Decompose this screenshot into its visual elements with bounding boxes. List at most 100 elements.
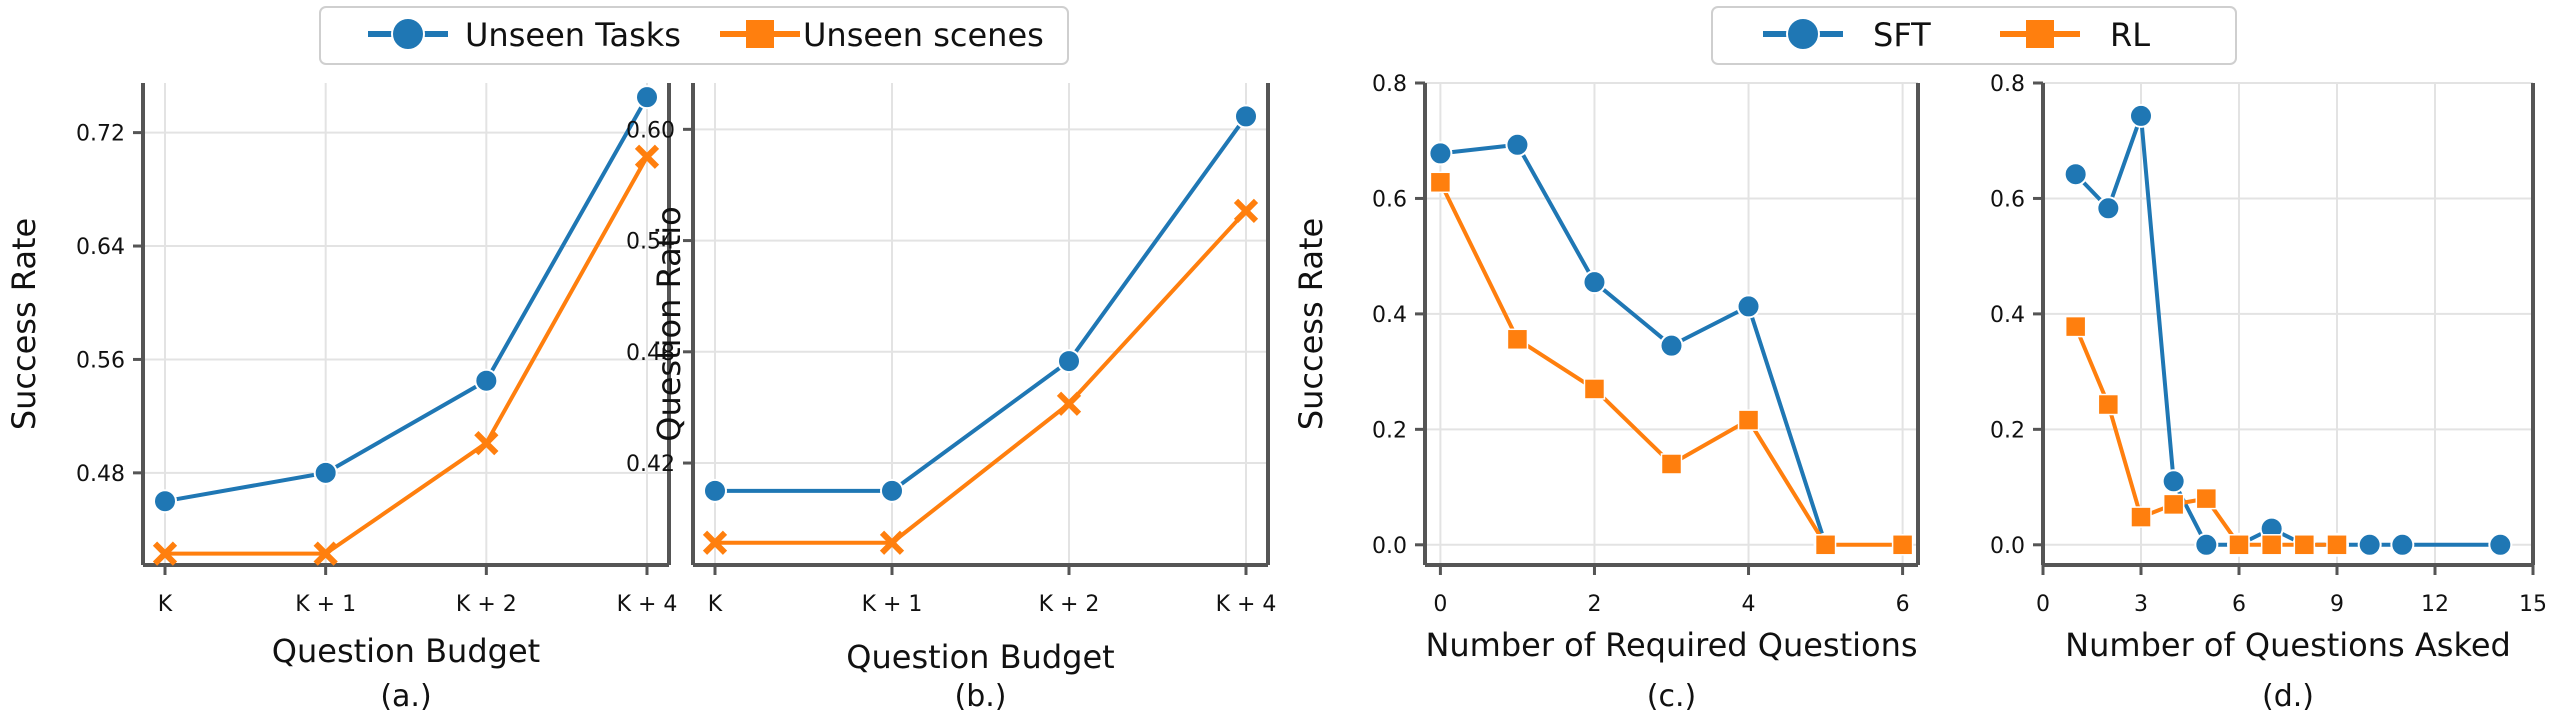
x-tick-label: 4 bbox=[1742, 592, 1756, 617]
y-tick-label: 0.54 bbox=[626, 230, 675, 255]
series-line-rl bbox=[1438, 181, 1903, 547]
y-tick-label: 0.56 bbox=[76, 348, 125, 373]
x-tick-label: K bbox=[158, 592, 173, 617]
panel-caption: (a.) bbox=[380, 679, 431, 711]
data-point-rl bbox=[1814, 534, 1837, 556]
data-point-unseen-tasks bbox=[474, 368, 499, 393]
data-point-unseen-tasks bbox=[635, 85, 659, 110]
data-point-unseen-tasks bbox=[153, 489, 177, 514]
y-axis-label: Question Ratio bbox=[650, 206, 688, 441]
data-point-rl bbox=[2195, 487, 2218, 510]
data-point-rl bbox=[2162, 493, 2185, 516]
x-axis-label: Question Budget bbox=[846, 638, 1114, 676]
legend-right-frame bbox=[1711, 6, 2237, 65]
panel-caption: (d.) bbox=[2262, 679, 2314, 711]
data-point-sft bbox=[2194, 532, 2219, 557]
x-tick-label: 12 bbox=[2421, 592, 2449, 617]
legend-left-frame bbox=[319, 6, 1069, 65]
y-tick-label: 0.48 bbox=[626, 341, 675, 366]
y-tick-label: 0.2 bbox=[1990, 418, 2025, 443]
y-tick-label: 0.42 bbox=[626, 452, 675, 477]
data-point-sft bbox=[1736, 294, 1761, 319]
series-line-unseen-scenes bbox=[165, 155, 649, 556]
x-tick-label: 3 bbox=[2134, 592, 2148, 617]
series-line-rl bbox=[2073, 325, 2337, 547]
legend-rl-label: RL bbox=[2110, 16, 2150, 54]
y-axis-label: Success Rate bbox=[5, 218, 43, 430]
x-tick-label: K + 2 bbox=[456, 592, 517, 617]
x-tick-label: K + 4 bbox=[1216, 592, 1277, 617]
y-tick-label: 0.0 bbox=[1990, 534, 2025, 559]
data-point-unseen-scenes bbox=[152, 541, 178, 566]
data-point-sft bbox=[2390, 532, 2415, 557]
y-tick-label: 0.8 bbox=[1990, 72, 2025, 97]
data-point-sft bbox=[2357, 532, 2382, 557]
data-point-rl bbox=[2293, 534, 2316, 556]
data-point-sft bbox=[2063, 162, 2088, 187]
panel-caption: (c.) bbox=[1647, 679, 1696, 711]
y-tick-label: 0.8 bbox=[1372, 72, 1407, 97]
legend-sft-label: SFT bbox=[1873, 16, 1931, 54]
x-tick-label: 9 bbox=[2330, 592, 2344, 617]
data-point-rl bbox=[1660, 453, 1683, 475]
data-point-unseen-tasks bbox=[880, 478, 904, 503]
data-point-sft bbox=[1582, 270, 1607, 295]
y-tick-label: 0.6 bbox=[1372, 187, 1407, 212]
data-point-rl bbox=[2260, 534, 2283, 556]
data-point-rl bbox=[2228, 534, 2250, 556]
data-point-unseen-tasks bbox=[1057, 349, 1081, 374]
chart-panel-b: 0.42 0.48 0.54 0.60 K K + 1 K + 2 K + 4 Question… bbox=[626, 83, 1276, 711]
data-point-unseen-scenes bbox=[1056, 391, 1082, 416]
legend-rl-marker bbox=[2026, 20, 2054, 48]
legend-sft-marker bbox=[1786, 17, 1820, 51]
data-point-unseen-tasks bbox=[1234, 104, 1258, 129]
x-tick-label: K + 1 bbox=[862, 592, 923, 617]
legend-unseen-scenes-label: Unseen scenes bbox=[803, 16, 1044, 54]
y-axis-label: Success Rate bbox=[1292, 218, 1330, 430]
y-tick-label: 0.4 bbox=[1990, 303, 2025, 328]
x-tick-label: 6 bbox=[2232, 592, 2246, 617]
data-point-sft bbox=[2488, 532, 2513, 557]
data-point-unseen-scenes bbox=[474, 430, 499, 456]
data-point-sft bbox=[1659, 333, 1684, 358]
x-tick-label: K + 1 bbox=[295, 592, 356, 617]
x-tick-label: 0 bbox=[1433, 592, 1447, 617]
data-point-rl bbox=[1891, 534, 1914, 556]
legend-unseen-tasks-marker bbox=[391, 17, 425, 51]
legend-unseen-scenes-marker bbox=[746, 20, 774, 48]
panel-caption: (b.) bbox=[955, 679, 1007, 711]
data-point-rl bbox=[2130, 506, 2152, 528]
y-tick-label: 0.4 bbox=[1372, 303, 1407, 328]
data-point-sft bbox=[2161, 469, 2186, 494]
y-tick-label: 0.48 bbox=[76, 462, 125, 487]
y-tick-label: 0.72 bbox=[76, 122, 125, 147]
x-axis-label: Number of Questions Asked bbox=[2065, 626, 2511, 664]
series-line-unseen-scenes bbox=[715, 209, 1248, 545]
legend-unseen-tasks-label: Unseen Tasks bbox=[465, 16, 681, 54]
x-axis-label: Number of Required Questions bbox=[1425, 626, 1917, 664]
x-axis-label: Question Budget bbox=[272, 632, 540, 670]
y-tick-label: 0.6 bbox=[1990, 187, 2025, 212]
data-point-unseen-scenes bbox=[634, 144, 660, 169]
chart-panel-c: 0.0 0.2 0.4 0.6 0.8 0 2 4 6 Number of Required Qu… bbox=[1292, 72, 1920, 711]
data-point-unseen-scenes bbox=[313, 541, 338, 566]
data-point-rl bbox=[1506, 328, 1529, 351]
legend-right: SFT RL bbox=[1711, 6, 2237, 65]
data-point-unseen-tasks bbox=[703, 478, 727, 503]
y-tick-label: 0.2 bbox=[1372, 418, 1407, 443]
x-tick-label: K + 4 bbox=[617, 592, 678, 617]
series-line-unseen-tasks bbox=[164, 96, 649, 504]
x-tick-label: 0 bbox=[2036, 592, 2050, 617]
series-line-sft bbox=[1440, 142, 1828, 546]
x-tick-label: K + 2 bbox=[1039, 592, 1100, 617]
chart-panel-d: 0.0 0.2 0.4 0.6 0.8 0 3 6 9 12 15 Number of Questio… bbox=[1990, 72, 2547, 711]
data-point-unseen-scenes bbox=[702, 530, 728, 555]
series-line-sft bbox=[2074, 113, 2501, 547]
series-line-unseen-tasks bbox=[715, 115, 1248, 493]
data-point-sft bbox=[2129, 103, 2153, 128]
x-tick-label: 2 bbox=[1587, 592, 1601, 617]
x-tick-label: 6 bbox=[1896, 592, 1910, 617]
y-tick-label: 0.64 bbox=[76, 235, 125, 260]
data-point-unseen-scenes bbox=[1233, 198, 1259, 224]
data-point-rl bbox=[1583, 378, 1606, 400]
